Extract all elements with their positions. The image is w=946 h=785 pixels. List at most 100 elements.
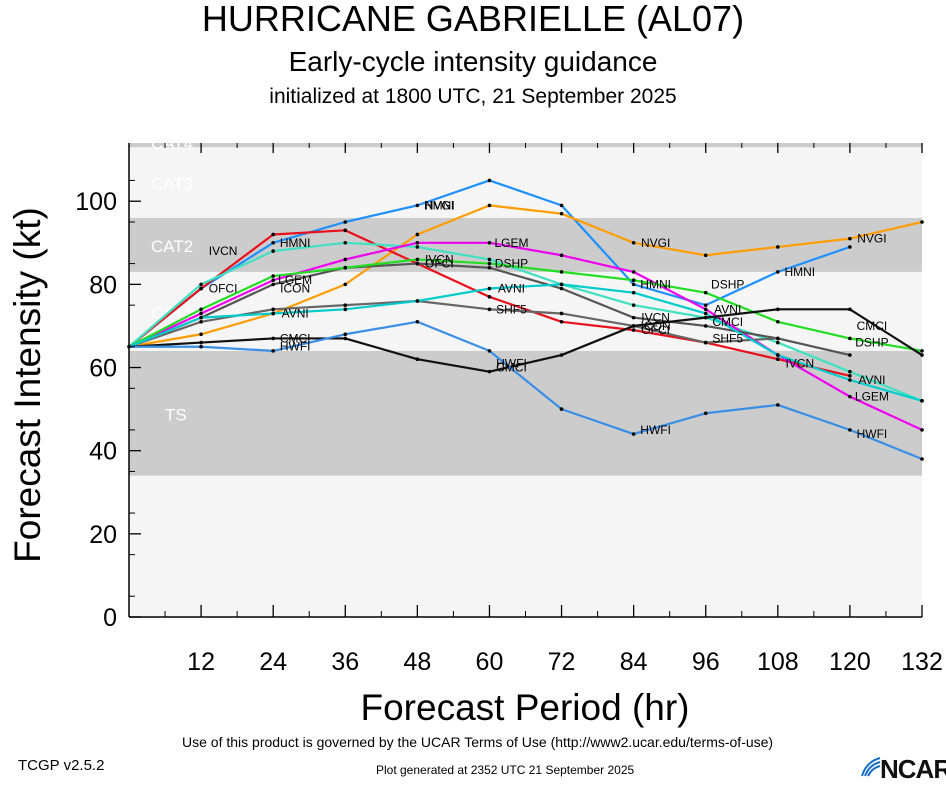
series-label-nvgi: NVGI	[641, 236, 670, 250]
point-shf5-96	[703, 340, 708, 345]
point-lgem-12	[199, 311, 203, 316]
series-label-hmni: HMNI	[640, 277, 671, 291]
point-hmni-120	[848, 245, 852, 249]
point-icon-48	[415, 261, 420, 266]
point-nvgi-132	[920, 220, 924, 224]
series-label-lgem: LGEM	[278, 273, 312, 287]
series-label-lgem: LGEM	[855, 390, 889, 404]
point-avni-24	[271, 311, 275, 316]
series-label-ivcn: IVCN	[209, 244, 238, 258]
point-ofci-84	[631, 328, 636, 332]
point-hwfi-96	[703, 411, 708, 416]
x-tick-label-132: 132	[901, 648, 943, 676]
point-dshp-12	[199, 307, 203, 312]
band-label-cat2: CAT2	[151, 237, 193, 256]
point-cmci-132	[920, 353, 924, 357]
point-icon-60	[487, 265, 492, 270]
series-label-cmci: CMCI	[857, 319, 888, 333]
series-label-hmni: HMNI	[424, 198, 455, 212]
point-hwfi-84	[631, 432, 636, 436]
init-time-line: initialized at 1800 UTC, 21 September 20…	[269, 85, 677, 108]
point-ofci-60	[487, 295, 492, 299]
point-shf5-60	[487, 307, 492, 312]
series-label-ofci: OFCI	[425, 257, 454, 271]
y-tick-label-60: 60	[89, 355, 117, 383]
point-dshp-48	[415, 257, 420, 262]
x-tick-label-72: 72	[548, 648, 576, 676]
point-hwfi-132	[920, 457, 924, 461]
series-label-shf5: SHF5	[712, 331, 743, 345]
point-cmci-84	[631, 324, 636, 328]
point-ofci-36	[343, 228, 348, 233]
point-cmci-120	[848, 307, 852, 312]
point-ivcn-12	[199, 282, 203, 287]
point-avni-108	[776, 353, 780, 357]
series-label-lgem: LGEM	[494, 236, 528, 250]
point-ivcn-108	[776, 340, 780, 345]
terms-of-use-notice: Use of this product is governed by the U…	[182, 734, 774, 750]
point-icon-24	[271, 282, 275, 287]
series-line-dshp	[128, 258, 923, 352]
point-nvgi-72	[559, 211, 564, 216]
series-label-nvgi: NVGI	[425, 198, 454, 212]
point-hwfi-108	[776, 403, 780, 407]
x-tick-label-96: 96	[692, 648, 720, 676]
point-hwfi-36	[343, 332, 348, 337]
series-label-ofci: OFCI	[641, 323, 670, 337]
point-hmni-96	[703, 303, 708, 307]
point-dshp-132	[920, 349, 924, 353]
ncar-logo-icon	[861, 757, 881, 777]
series-label-cmci: CMCI	[496, 361, 527, 375]
point-cmci-36	[343, 336, 348, 341]
series-label-icon: ICON	[641, 319, 671, 333]
series-line-nvgi	[128, 204, 923, 348]
point-icon-96	[703, 324, 708, 328]
y-axis-label: Forecast Intensity (kt)	[7, 207, 48, 563]
point-avni-48	[415, 299, 420, 303]
point-nvgi-84	[631, 240, 636, 245]
point-hwfi-48	[415, 319, 420, 324]
series-label-avni: AVNI	[498, 282, 525, 296]
y-tick-label-40: 40	[89, 438, 117, 466]
point-dshp-36	[343, 265, 348, 270]
point-cmci-108	[776, 307, 780, 312]
point-cmci-96	[703, 315, 708, 320]
point-avni-120	[848, 378, 852, 382]
point-lgem-96	[703, 307, 708, 312]
generated-timestamp: Plot generated at 2352 UTC 21 September …	[376, 763, 635, 777]
series-label-avni: AVNI	[282, 306, 309, 320]
series-label-ofci: OFCI	[209, 282, 238, 296]
x-tick-label-120: 120	[829, 648, 871, 676]
x-tick-label-36: 36	[331, 648, 359, 676]
series-label-icon: ICON	[280, 282, 310, 296]
point-shf5-12	[199, 319, 203, 324]
series-label-hwfi: HWFI	[496, 356, 527, 370]
point-ofci-24	[271, 232, 275, 237]
point-hwfi-24	[271, 349, 275, 353]
point-avni-12	[199, 315, 203, 320]
x-tick-label-108: 108	[757, 648, 799, 676]
point-hwfi-72	[559, 407, 564, 411]
point-hmni-84	[631, 282, 636, 287]
point-avni-96	[703, 311, 708, 316]
point-cmci-60	[487, 369, 492, 374]
x-tick-label-84: 84	[620, 648, 648, 676]
series-label-avni: AVNI	[714, 302, 741, 316]
series-label-hwfi: HWFI	[640, 423, 671, 437]
point-dshp-60	[487, 261, 492, 266]
series-label-dshp: DSHP	[855, 336, 888, 350]
point-nvgi-120	[848, 236, 852, 241]
point-dshp-24	[271, 274, 275, 278]
point-dshp-120	[848, 336, 852, 341]
series-line-lgem	[128, 241, 923, 431]
point-dshp-72	[559, 270, 564, 274]
point-cmci-24	[271, 336, 275, 341]
point-hmni-36	[343, 220, 348, 224]
chart-axes: 12 24 36 48 60 72 84 96 108 120 132 0 20 40 60 80 100	[75, 143, 943, 676]
point-icon-120	[848, 353, 852, 357]
point-lgem-36	[343, 257, 348, 262]
x-tick-label-24: 24	[259, 648, 287, 676]
point-ivcn-48	[415, 245, 420, 249]
series-label-avni: AVNI	[858, 373, 885, 387]
